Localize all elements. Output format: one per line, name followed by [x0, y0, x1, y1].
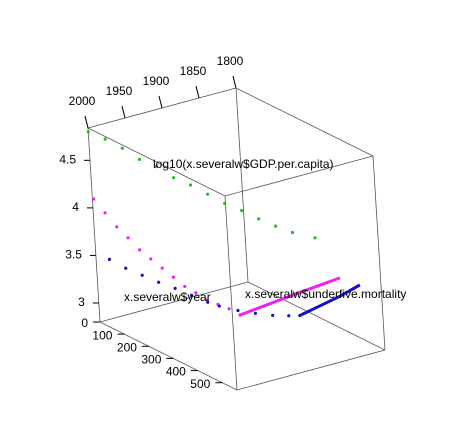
- point: [206, 300, 210, 304]
- point: [171, 275, 175, 279]
- point: [223, 201, 227, 205]
- point: [154, 165, 158, 169]
- box-edge: [87, 127, 226, 197]
- point: [115, 225, 119, 229]
- z-tick-label: 3.5: [65, 248, 82, 262]
- point: [86, 130, 90, 134]
- box-edge: [235, 87, 374, 157]
- point: [240, 209, 244, 213]
- z-tick-label: 3: [78, 295, 85, 309]
- z-tick-label: 4: [72, 200, 79, 214]
- point: [149, 257, 153, 261]
- point: [157, 280, 161, 284]
- point: [313, 236, 317, 240]
- point: [257, 217, 261, 221]
- y-tick-label: 200: [117, 340, 137, 354]
- point: [138, 248, 142, 252]
- z-axis-label: log10(x.severalw$GDP.per.capita): [153, 157, 334, 171]
- point: [91, 197, 96, 201]
- x-tick: [232, 75, 237, 89]
- x-tick: [121, 105, 126, 119]
- y-tick-label: 500: [190, 377, 210, 391]
- y-tick-label: 300: [141, 353, 161, 367]
- series-line: [239, 276, 341, 317]
- point: [217, 304, 221, 308]
- point: [160, 266, 164, 270]
- x-tick: [84, 115, 89, 129]
- point: [227, 307, 231, 311]
- point: [290, 230, 295, 235]
- box-edge: [236, 349, 386, 391]
- point: [183, 284, 187, 289]
- point: [140, 273, 144, 277]
- series-line: [299, 283, 361, 317]
- box-edge: [87, 127, 101, 323]
- point: [236, 308, 240, 313]
- point: [171, 176, 176, 180]
- y-tick-label: 100: [92, 328, 112, 342]
- point: [107, 257, 112, 261]
- point: [120, 146, 124, 150]
- box-edge: [99, 321, 238, 391]
- point: [103, 137, 107, 141]
- y-axis-label: x.severalw$underfive.mortality: [245, 287, 406, 301]
- x-tick-label: 2000: [69, 94, 96, 108]
- point: [189, 293, 194, 297]
- box-edge: [224, 195, 238, 391]
- box-edge: [372, 155, 386, 351]
- x-tick: [195, 85, 200, 99]
- box-edge: [235, 87, 249, 283]
- point: [273, 224, 278, 228]
- point: [287, 314, 291, 318]
- point: [137, 157, 142, 161]
- box-edge: [247, 281, 386, 351]
- point: [253, 311, 257, 315]
- point: [188, 183, 193, 187]
- x-tick-label: 1950: [106, 84, 133, 98]
- point: [271, 313, 275, 317]
- point: [173, 286, 177, 290]
- y-tick-label: 0: [81, 316, 88, 330]
- point: [194, 291, 198, 295]
- y-tick-label: 400: [166, 365, 186, 379]
- x-axis-label: x.severalw$year: [124, 290, 211, 304]
- point: [206, 192, 210, 196]
- z-tick-label: 4.5: [59, 153, 76, 167]
- point: [126, 236, 130, 240]
- x-tick-label: 1800: [217, 54, 244, 68]
- x-tick-label: 1850: [180, 64, 207, 78]
- x-tick-label: 1900: [143, 74, 170, 88]
- x-tick: [158, 95, 163, 109]
- box-edge: [99, 281, 249, 323]
- box-edge: [224, 155, 374, 197]
- point: [124, 266, 128, 270]
- point: [103, 211, 107, 215]
